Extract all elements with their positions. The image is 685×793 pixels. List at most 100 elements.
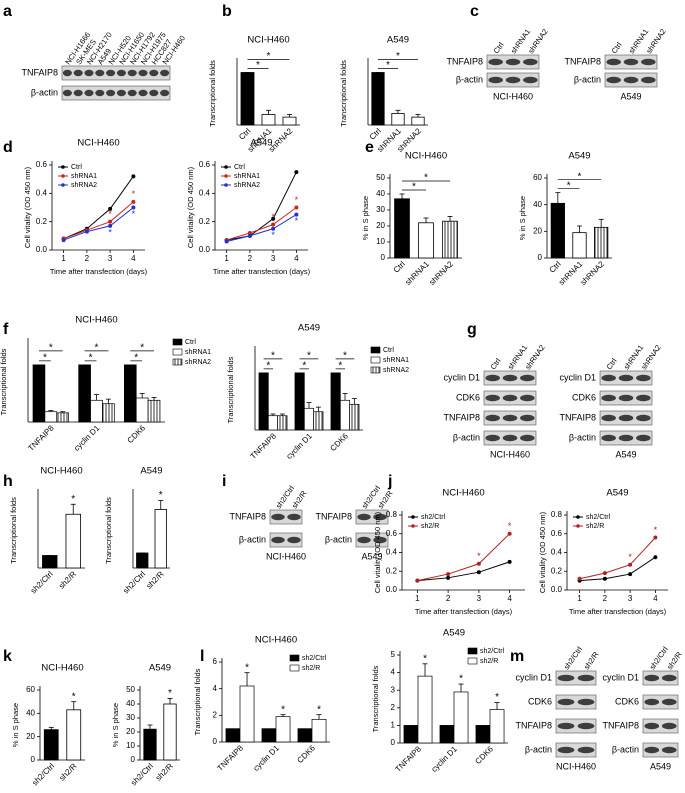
point — [224, 239, 229, 244]
row-label: β-actin — [569, 432, 596, 442]
y-tick-label: 0.6 — [386, 529, 398, 538]
band — [485, 394, 500, 402]
bar — [163, 703, 177, 761]
band — [644, 698, 660, 706]
y-axis-label: Cell vitality (OD 450 nm) — [23, 166, 32, 248]
x-tick-label: CDK6 — [126, 423, 148, 445]
blot-strip — [555, 670, 597, 686]
blot-caption: A549 — [361, 551, 382, 561]
y-tick-label: 0 — [391, 738, 396, 747]
y-tick-label: 40 — [26, 708, 35, 717]
bar — [267, 415, 279, 431]
series-line — [63, 176, 134, 240]
row-label: CDK6 — [615, 696, 639, 706]
y-tick-label: 1 — [391, 721, 396, 730]
bar — [44, 411, 58, 423]
row-label: cyclin D1 — [559, 372, 596, 382]
band — [502, 414, 518, 422]
chart-title: NCI-H460 — [41, 663, 83, 674]
row-label: CDK6 — [528, 696, 552, 706]
blot-caption: A549 — [650, 761, 671, 771]
significance: * — [49, 342, 53, 353]
y-axis-label: % in S phase — [111, 703, 120, 747]
bar — [239, 685, 255, 743]
band — [62, 69, 72, 77]
row-label: β-actin — [31, 87, 58, 97]
band — [62, 89, 72, 97]
x-tick-label: cyclin D1 — [252, 743, 282, 773]
band — [116, 89, 126, 97]
bar — [275, 716, 291, 743]
legend-label: sh2/R — [421, 523, 439, 530]
y-axis-label: Transcriptional folds — [339, 60, 348, 127]
bar — [439, 725, 455, 744]
legend-marker — [61, 174, 65, 178]
x-tick-label: CDK6 — [328, 431, 350, 453]
point — [507, 559, 512, 564]
series-line — [63, 207, 134, 241]
band — [523, 76, 538, 84]
legend-label: sh2/R — [586, 523, 604, 530]
bar — [66, 709, 82, 761]
bar — [136, 552, 149, 569]
y-axis-label: % in S phase — [11, 703, 20, 747]
point — [131, 205, 136, 210]
y-tick-label: 0.4 — [386, 548, 398, 557]
point — [653, 535, 658, 540]
legend-label: shRNA1 — [383, 357, 409, 364]
bar — [282, 116, 297, 126]
blot-caption: A549 — [620, 91, 641, 101]
row-label: β-actin — [612, 744, 639, 754]
row-label: TNFAIP8 — [515, 720, 552, 730]
band — [577, 722, 595, 730]
significance: * — [72, 691, 76, 702]
blot-caption: NCI-H460 — [266, 551, 306, 561]
bar — [225, 728, 241, 743]
chart-title: A549 — [443, 628, 465, 639]
band — [557, 674, 575, 682]
y-tick-label: 0.0 — [36, 245, 48, 254]
x-tick-label: 1 — [415, 594, 420, 603]
x-tick-label: TNFAIP8 — [216, 743, 246, 773]
legend-marker — [224, 174, 228, 178]
point — [476, 570, 481, 575]
bar — [311, 718, 327, 743]
band — [127, 69, 137, 77]
band — [520, 414, 535, 422]
band — [661, 698, 677, 706]
chart-title: NCI-H460 — [40, 466, 82, 477]
y-tick-label: 20 — [126, 727, 135, 736]
chart-title: NCI-H460 — [75, 315, 117, 326]
band — [138, 89, 148, 97]
y-axis-label: Transcriptional folds — [193, 668, 202, 735]
bar — [489, 709, 505, 744]
band — [623, 58, 639, 66]
band — [73, 69, 83, 77]
legend-label: shRNA2 — [185, 359, 211, 366]
y-tick-label: 3 — [391, 685, 396, 694]
y-tick-label: 10 — [376, 237, 385, 246]
legend-marker — [61, 183, 65, 187]
y-axis-label: Cell vitality (OD 450 nm) — [538, 511, 547, 593]
band — [488, 76, 503, 84]
series-line — [579, 537, 656, 580]
bar — [102, 403, 115, 423]
legend-label: shRNA2 — [234, 182, 260, 189]
point — [507, 531, 512, 536]
band — [106, 69, 116, 77]
row-label: TNFAIP8 — [559, 412, 596, 422]
x-tick-label: 2 — [603, 594, 608, 603]
significance: * — [71, 494, 75, 505]
band — [623, 76, 639, 84]
blot-strip — [269, 532, 303, 548]
lane-label: sh2/R — [665, 650, 684, 672]
point — [653, 555, 658, 560]
band — [149, 69, 159, 77]
point — [247, 231, 252, 235]
bar — [135, 397, 149, 423]
legend-swatch — [467, 647, 478, 655]
legend-swatch — [370, 356, 381, 364]
y-tick-label: 0.8 — [386, 510, 398, 519]
lane-label: sh2/Ctrl — [562, 645, 584, 672]
chart-title: A549 — [387, 35, 409, 46]
